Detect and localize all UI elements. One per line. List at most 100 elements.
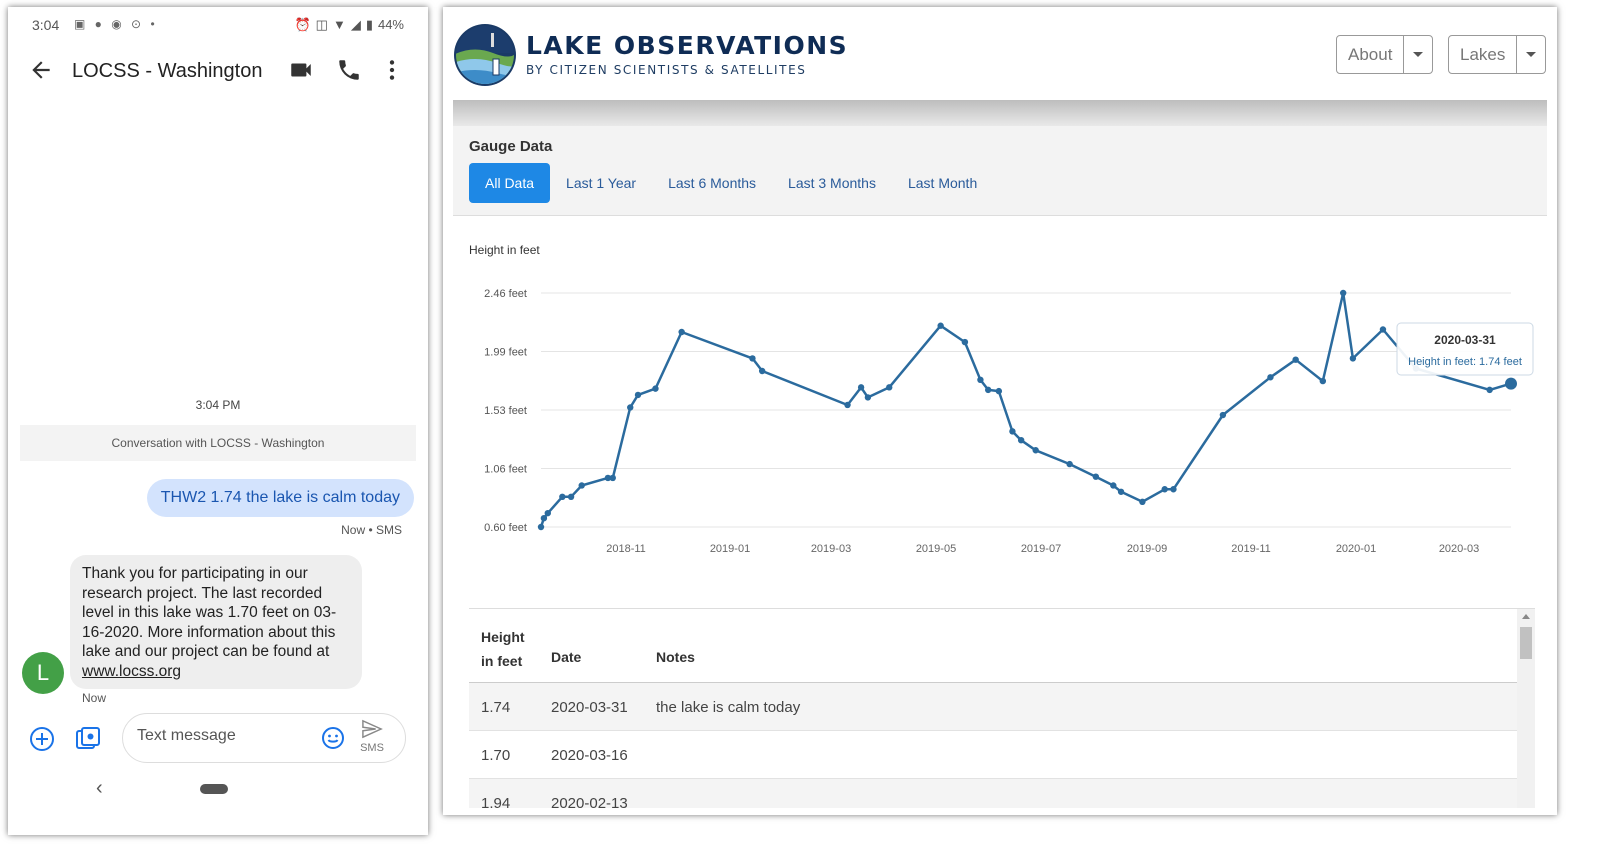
readings-table: Height in feet Date Notes 1.74 2020-03-3…: [469, 608, 1535, 808]
chevron-down-icon[interactable]: [1517, 36, 1545, 73]
data-point: [627, 404, 634, 411]
received-message-bubble[interactable]: Thank you for participating in our resea…: [70, 555, 362, 689]
table-scrollbar[interactable]: [1517, 609, 1535, 808]
add-attachment-icon[interactable]: [28, 725, 56, 753]
data-point: [604, 474, 612, 482]
data-point: [1170, 486, 1177, 493]
header-notes[interactable]: Notes: [656, 649, 695, 665]
video-call-icon[interactable]: [288, 57, 314, 83]
data-point: [567, 493, 575, 501]
message-composer: SMS: [8, 713, 428, 765]
y-tick-label: 2.46 feet: [484, 288, 527, 300]
data-point: [864, 394, 872, 401]
system-nav-bar: ‹: [8, 777, 428, 807]
y-tick-label: 1.99 feet: [484, 347, 527, 359]
sent-message-bubble[interactable]: THW2 1.74 the lake is calm today: [146, 479, 414, 517]
chevron-down-icon[interactable]: [1404, 36, 1432, 73]
y-tick-label: 1.53 feet: [484, 405, 527, 417]
send-sms-button[interactable]: SMS: [357, 719, 387, 754]
data-point: [1267, 374, 1274, 381]
scroll-up-icon[interactable]: [1522, 614, 1530, 619]
sent-message-meta: Now • SMS: [341, 523, 402, 537]
tab-last-month[interactable]: Last Month: [907, 175, 978, 191]
data-point: [886, 384, 893, 391]
cell-date: 2020-02-13: [551, 795, 628, 808]
lakes-button[interactable]: Lakes: [1449, 36, 1518, 73]
tab-last-6-months[interactable]: Last 6 Months: [668, 175, 757, 191]
x-tick-label: 2019-09: [1127, 543, 1167, 555]
x-tick-label: 2020-01: [1336, 543, 1376, 555]
data-point: [1009, 428, 1016, 435]
data-point: [1349, 355, 1357, 362]
data-point: [844, 401, 851, 409]
lakes-dropdown[interactable]: Lakes: [1448, 35, 1547, 74]
x-tick-label: 2019-03: [811, 543, 851, 555]
avatar[interactable]: L: [22, 652, 64, 694]
cell-date: 2020-03-31: [551, 699, 628, 716]
site-subtitle: BY CITIZEN SCIENTISTS & SATELLITES: [526, 63, 807, 77]
send-sms-label: SMS: [360, 742, 384, 754]
header-height[interactable]: Height in feet: [481, 629, 525, 669]
app-bar: LOCSS - Washington: [8, 51, 428, 95]
data-point: [1139, 498, 1146, 506]
tab-last-1-year[interactable]: Last 1 Year: [566, 175, 637, 191]
data-point: [857, 384, 865, 391]
locss-link[interactable]: www.locss.org: [82, 662, 182, 680]
text-message-input[interactable]: [137, 727, 307, 745]
hero-banner: [453, 100, 1547, 126]
data-point: [559, 493, 566, 501]
scrollbar-thumb[interactable]: [1520, 627, 1532, 659]
battery-level: 44%: [377, 17, 404, 32]
cell-height: 1.70: [481, 747, 511, 764]
nav-back-icon[interactable]: ‹: [96, 777, 103, 799]
data-point: [984, 386, 992, 394]
data-point: [1161, 486, 1168, 493]
site-title[interactable]: LAKE OBSERVATIONS: [526, 31, 849, 60]
phone-call-icon[interactable]: [336, 57, 362, 83]
time-range-tabs: All Data Last 1 Year Last 6 Months Last …: [469, 163, 993, 203]
conversation-banner: Conversation with LOCSS - Washington: [20, 425, 416, 461]
signal-icon: ◢: [350, 17, 361, 32]
data-point: [652, 385, 659, 392]
phone-screen: 3:04 ▣ ● ◉ ⊙ • ⏰ ◫ ▼ ◢ ▮ 44% LOCSS - Washingt…: [8, 7, 428, 835]
home-pill[interactable]: [200, 784, 228, 794]
gallery-icon[interactable]: [74, 725, 102, 753]
data-point: [995, 387, 1003, 395]
alarm-icon: ⏰: [294, 17, 311, 32]
notification-icons: ▣ ● ◉ ⊙ •: [74, 17, 158, 31]
data-point: [1219, 411, 1227, 419]
tooltip-box: [1396, 322, 1534, 376]
website-window: LAKE OBSERVATIONS BY CITIZEN SCIENTISTS …: [443, 7, 1557, 815]
data-point: [678, 328, 685, 336]
more-options-icon[interactable]: [379, 57, 405, 83]
tab-last-3-months[interactable]: Last 3 Months: [788, 175, 876, 191]
emoji-icon[interactable]: [321, 726, 345, 750]
data-point: [1505, 377, 1517, 390]
data-point: [609, 474, 616, 482]
tab-all-data[interactable]: All Data: [469, 163, 551, 203]
lake-observations-logo: [454, 24, 516, 86]
about-dropdown[interactable]: About: [1336, 35, 1434, 74]
table-header: Height in feet Date Notes: [469, 609, 1517, 683]
battery-icon: ▮: [365, 17, 373, 32]
data-point: [1092, 473, 1100, 480]
x-tick-label: 2018-11: [606, 543, 646, 555]
cell-date: 2020-03-16: [551, 747, 628, 764]
status-bar: 3:04 ▣ ● ◉ ⊙ • ⏰ ◫ ▼ ◢ ▮ 44%: [8, 7, 428, 43]
cell-height: 1.74: [481, 699, 511, 716]
text-message-box: SMS: [122, 713, 406, 763]
received-message-text: Thank you for participating in our resea…: [82, 565, 337, 660]
gauge-data-title: Gauge Data: [469, 138, 553, 155]
about-button[interactable]: About: [1337, 36, 1405, 73]
data-point: [540, 514, 548, 522]
back-arrow-icon[interactable]: [28, 57, 54, 83]
data-point: [961, 338, 969, 346]
data-point: [1292, 356, 1299, 363]
header-date[interactable]: Date: [551, 649, 582, 665]
tooltip-value: Height in feet: 1.74 feet: [1408, 356, 1522, 368]
data-point: [1017, 436, 1025, 444]
data-point: [1486, 386, 1493, 394]
data-point: [937, 322, 944, 329]
table-row: 1.70 2020-03-16: [469, 731, 1517, 779]
tooltip-date: 2020-03-31: [1434, 333, 1496, 347]
